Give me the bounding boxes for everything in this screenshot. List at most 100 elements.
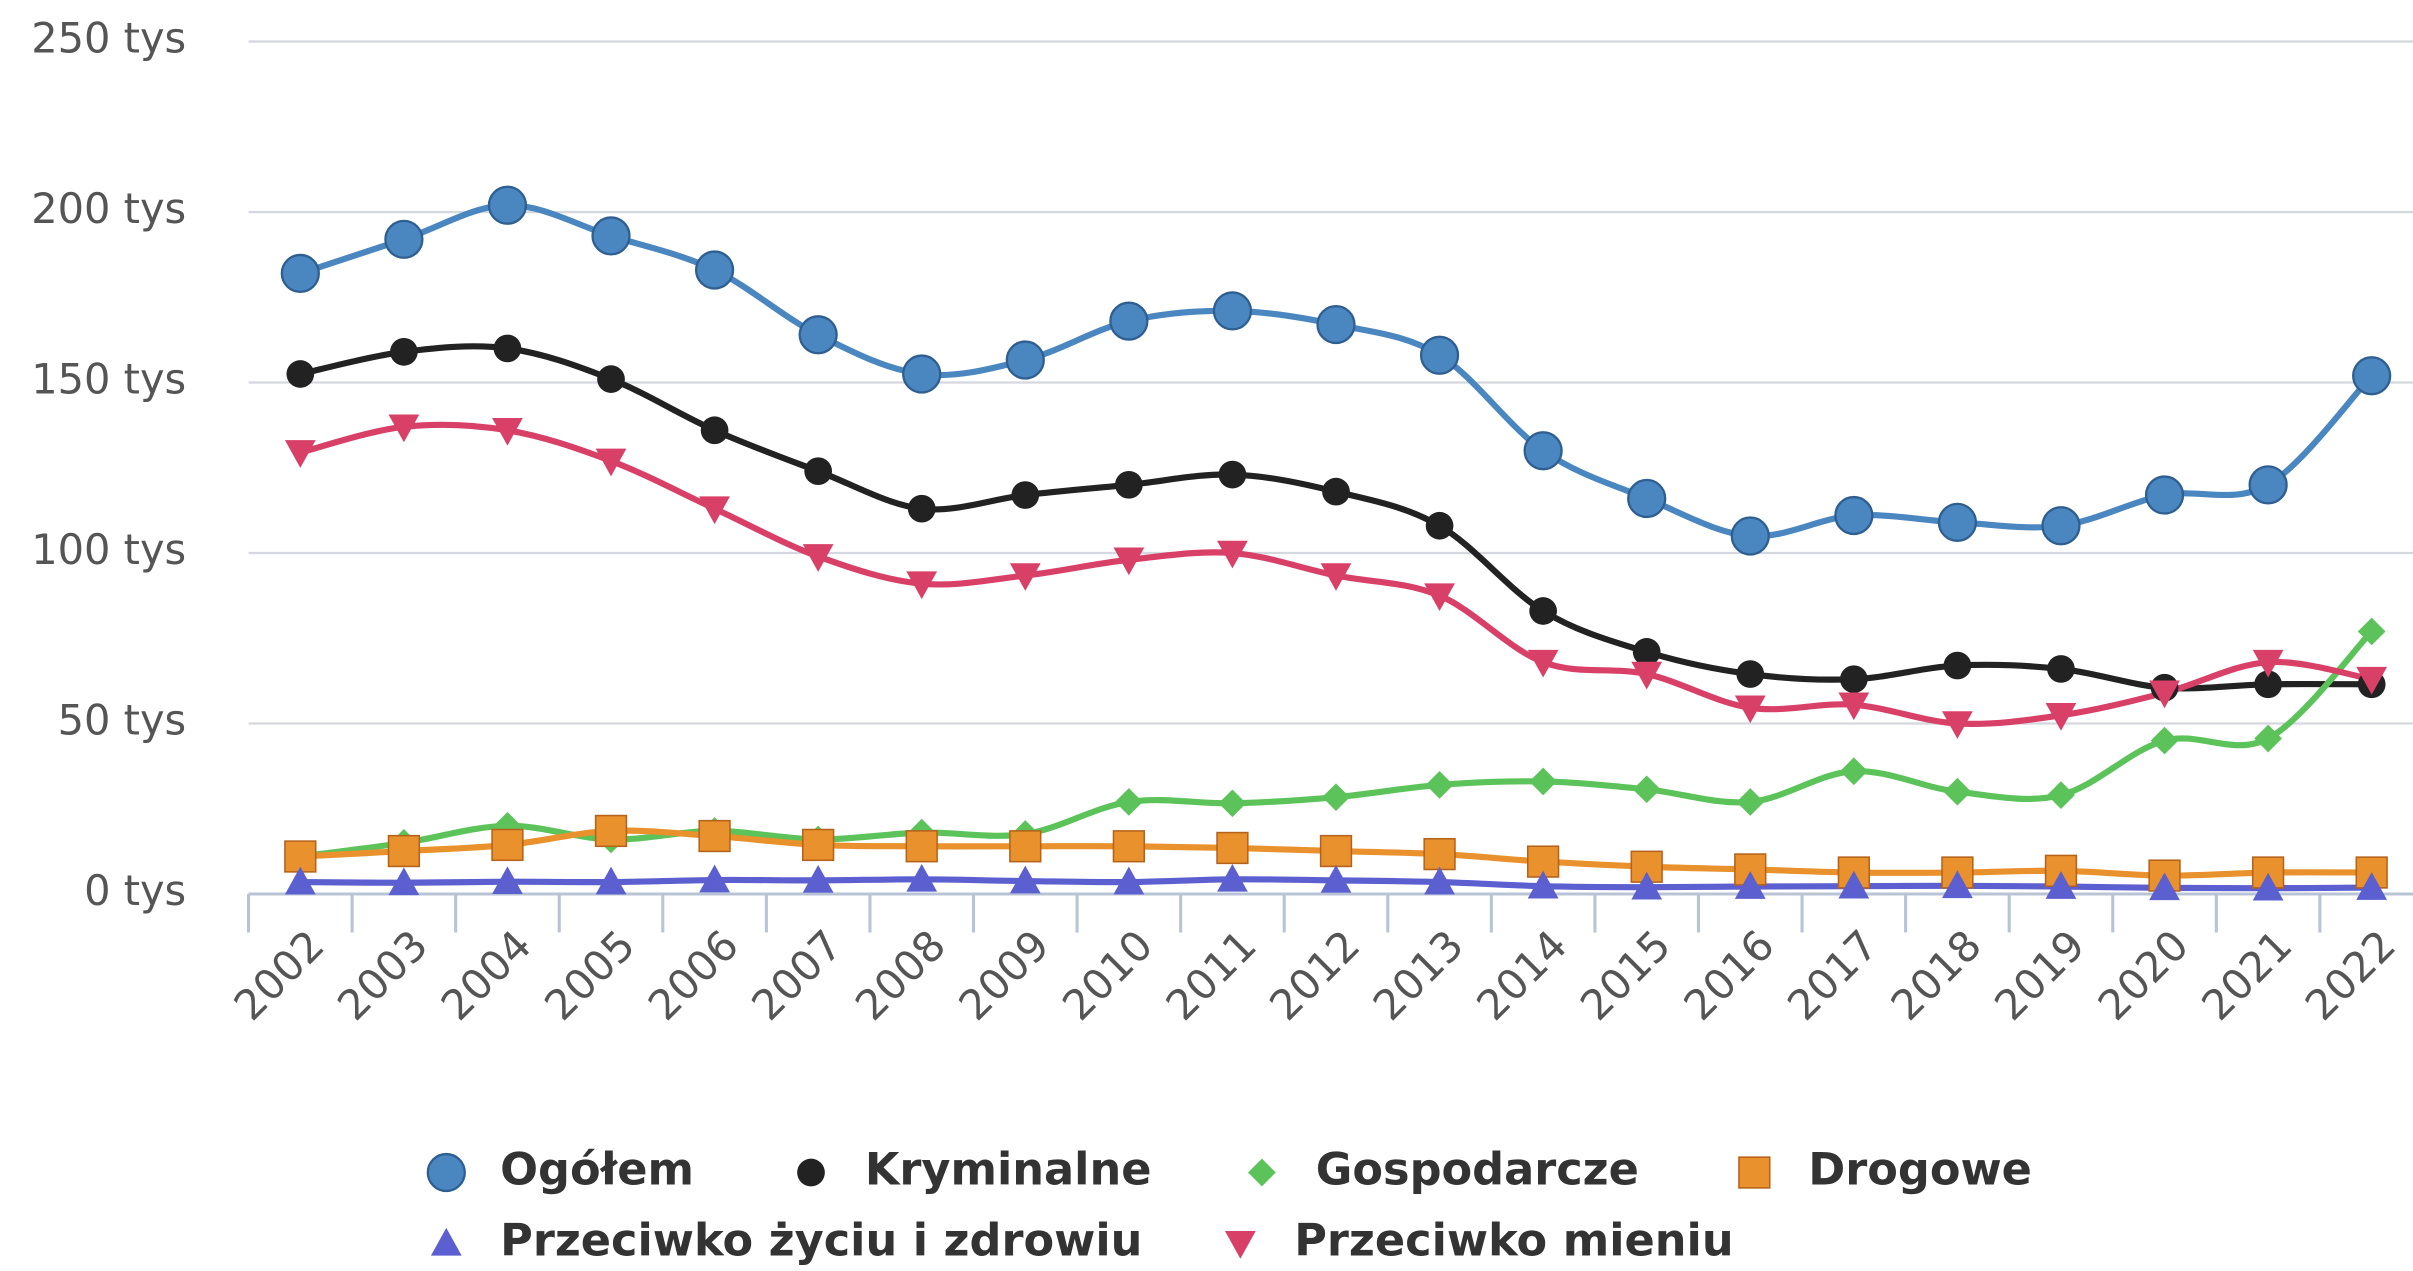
marker — [2047, 655, 2075, 683]
marker — [1216, 831, 1249, 865]
marker — [1425, 771, 1454, 799]
marker — [1005, 340, 1045, 380]
marker — [280, 253, 320, 294]
marker — [284, 440, 316, 468]
marker — [2252, 872, 2284, 901]
marker — [1218, 460, 1247, 489]
x-tick-label: 2004 — [431, 920, 540, 1029]
marker — [699, 496, 730, 525]
marker — [694, 250, 735, 290]
marker — [591, 216, 631, 256]
marker — [2356, 666, 2388, 695]
marker — [1322, 477, 1350, 506]
x-tick-label: 2018 — [1881, 920, 1990, 1029]
x-tick-label: 2010 — [1053, 920, 1162, 1029]
marker — [1218, 789, 1247, 818]
marker — [2149, 680, 2180, 709]
x-tick-label: 2021 — [2192, 920, 2301, 1029]
marker — [1943, 651, 1972, 680]
legend-label: Gospodarcze — [1316, 1144, 1639, 1196]
marker — [906, 863, 938, 892]
x-tick-label: 2007 — [742, 920, 851, 1029]
marker — [1942, 870, 1973, 899]
marker — [1423, 837, 1456, 871]
marker — [1011, 481, 1040, 509]
marker — [698, 819, 731, 853]
x-tick-label: 2017 — [1778, 920, 1887, 1029]
marker — [1009, 830, 1042, 863]
x-tick-label: 2011 — [1156, 920, 1265, 1029]
x-tick-label: 2009 — [949, 920, 1058, 1029]
x-tick-label: 2012 — [1260, 920, 1369, 1029]
marker — [1736, 660, 1765, 688]
marker — [1730, 516, 1770, 556]
marker — [595, 448, 627, 477]
marker — [1527, 870, 1559, 899]
marker — [487, 185, 528, 225]
marker — [1734, 871, 1766, 899]
marker — [1320, 864, 1352, 893]
y-tick-label: 0 tys — [84, 866, 186, 915]
marker — [801, 828, 835, 862]
x-tick-label: 2003 — [328, 920, 437, 1029]
y-tick-label: 50 tys — [58, 696, 187, 745]
marker — [1112, 830, 1146, 863]
marker — [492, 417, 523, 446]
legend-marker — [430, 1227, 462, 1256]
marker — [1529, 767, 1557, 796]
legend-label: Przeciwko mieniu — [1294, 1214, 1733, 1266]
marker — [1113, 547, 1145, 576]
legend-marker — [426, 1152, 466, 1193]
marker — [1115, 788, 1143, 816]
marker — [2357, 617, 2386, 646]
marker — [1113, 866, 1145, 895]
marker — [906, 571, 938, 600]
marker — [2254, 670, 2282, 699]
marker — [907, 494, 936, 523]
marker — [1838, 692, 1870, 721]
marker — [2144, 475, 2185, 515]
marker — [1736, 788, 1765, 816]
marker — [2352, 356, 2392, 396]
marker — [1320, 563, 1352, 591]
marker — [1943, 777, 1972, 806]
marker — [1942, 711, 1973, 739]
marker — [1109, 301, 1149, 341]
marker — [1425, 511, 1454, 540]
marker — [1839, 757, 1868, 786]
marker — [388, 414, 420, 443]
marker — [1115, 470, 1143, 499]
marker — [798, 315, 838, 355]
marker — [1527, 649, 1559, 678]
marker — [390, 337, 418, 366]
marker — [1419, 335, 1460, 375]
marker — [1424, 583, 1455, 612]
marker — [1627, 478, 1667, 519]
marker — [1631, 661, 1663, 690]
marker — [802, 544, 834, 572]
marker — [1631, 871, 1663, 900]
marker — [491, 828, 524, 862]
marker — [286, 360, 315, 388]
marker — [905, 830, 938, 863]
marker — [2047, 781, 2075, 809]
y-tick-label: 100 tys — [31, 525, 186, 574]
marker — [1523, 431, 1563, 471]
marker — [1316, 304, 1356, 345]
legend-marker — [1224, 1230, 1256, 1259]
x-tick-label: 2005 — [535, 920, 644, 1029]
marker — [595, 866, 627, 895]
x-tick-label: 2019 — [1985, 920, 2094, 1029]
marker — [492, 866, 523, 895]
x-tick-label: 2014 — [1467, 920, 1576, 1029]
marker — [284, 866, 316, 895]
marker — [384, 219, 424, 259]
marker — [1217, 863, 1248, 892]
legend-label: Ogółem — [500, 1144, 694, 1196]
x-tick-label: 2015 — [1571, 920, 1680, 1029]
marker — [1212, 291, 1253, 331]
marker — [2356, 872, 2388, 900]
marker — [902, 354, 942, 394]
marker — [1839, 665, 1868, 694]
